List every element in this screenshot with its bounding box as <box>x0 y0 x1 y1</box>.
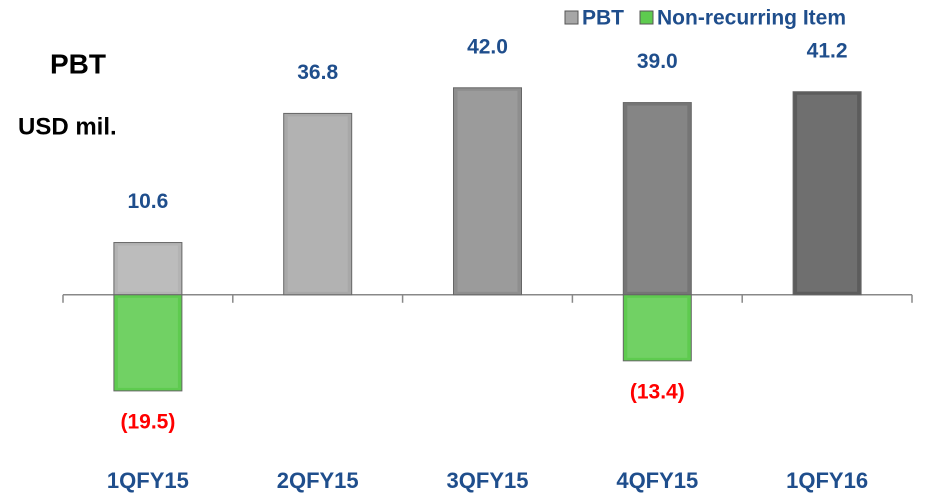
chart-title: PBT <box>50 48 106 79</box>
bar-highlight <box>627 297 688 358</box>
bar <box>283 112 353 296</box>
x-tick-label: 2QFY15 <box>277 468 359 493</box>
bar <box>453 87 522 296</box>
bar <box>622 294 692 362</box>
bar-highlight <box>627 105 688 292</box>
legend-label: PBT <box>582 7 624 30</box>
data-label: 42.0 <box>467 35 508 58</box>
data-label: (19.5) <box>120 410 175 433</box>
data-label: 10.6 <box>127 190 168 213</box>
legend-swatch <box>639 10 654 25</box>
x-tick-label: 3QFY15 <box>447 468 529 493</box>
x-tick-label: 1QFY15 <box>107 468 189 493</box>
bar-highlight <box>457 90 518 292</box>
x-tick-label: 4QFY15 <box>616 468 698 493</box>
bar-highlight <box>117 245 178 292</box>
data-label: 41.2 <box>807 39 848 62</box>
bar-highlight <box>287 116 348 292</box>
bar-highlight <box>797 94 858 292</box>
bar <box>792 91 862 296</box>
bar <box>622 102 692 296</box>
chart-subtitle: USD mil. <box>18 113 117 140</box>
data-label: 39.0 <box>637 50 678 73</box>
x-tick-label: 1QFY16 <box>786 468 868 493</box>
legend-label: Non-recurring Item <box>657 7 846 30</box>
bar-highlight <box>117 297 178 388</box>
data-label: (13.4) <box>630 380 685 403</box>
bar <box>113 294 183 392</box>
legend-swatch <box>564 10 579 25</box>
data-label: 36.8 <box>297 61 338 84</box>
